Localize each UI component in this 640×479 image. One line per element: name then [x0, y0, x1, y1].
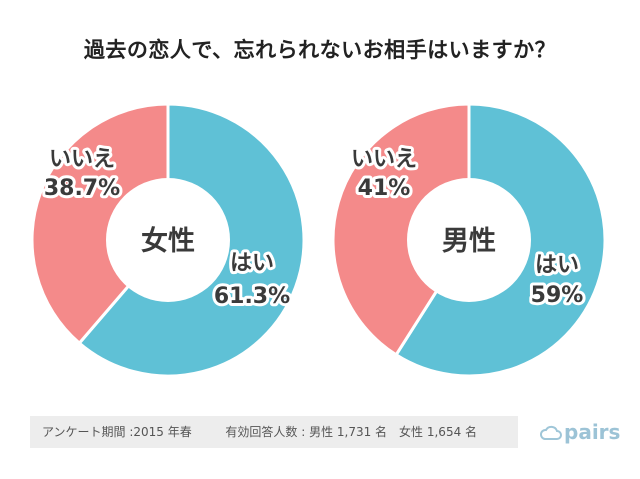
label-no-value-outline: 41% [358, 176, 411, 201]
donut-hole [407, 178, 531, 302]
label-no-value: 38.7% [44, 176, 120, 201]
survey-period: アンケート期間 :2015 年春 [42, 425, 192, 439]
label-yes-value: 61.3% [214, 284, 290, 309]
label-no-name-outline: いいえ [351, 147, 417, 172]
logo-text: pairs [564, 420, 621, 444]
label-yes-name-outline: はい [535, 253, 579, 278]
label-no-name-outline: いいえ [49, 147, 115, 172]
footer-band [30, 416, 518, 448]
page-title: 過去の恋人で、忘れられないお相手はいますか？ [83, 38, 557, 62]
label-yes-name: はい [230, 251, 274, 276]
label-yes-value-outline: 59% [531, 283, 584, 308]
label-no-value-outline: 38.7% [44, 176, 120, 201]
label-yes-name-outline: はい [230, 251, 274, 276]
survey-respondents: 有効回答人数 : 男性 1,731 名 女性 1,654 名 [225, 425, 478, 439]
label-yes-value: 59% [531, 283, 584, 308]
label-yes-name: はい [535, 253, 579, 278]
slice-no [30, 102, 170, 346]
label-yes-value-outline: 61.3% [214, 284, 290, 309]
pairs-logo: pairs [540, 420, 620, 444]
slice-no [331, 102, 471, 357]
label-no-value: 41% [358, 176, 411, 201]
chart-center-title: 男性 [442, 226, 496, 257]
chart-center-title: 女性 [141, 225, 195, 257]
label-no-name: いいえ [49, 147, 115, 172]
label-no-name: いいえ [351, 147, 417, 172]
survey-info: アンケート期間 :2015 年春 有効回答人数 : 男性 1,731 名 女性 … [42, 423, 477, 440]
donut-hole [106, 178, 230, 302]
cloud-icon [540, 425, 562, 440]
